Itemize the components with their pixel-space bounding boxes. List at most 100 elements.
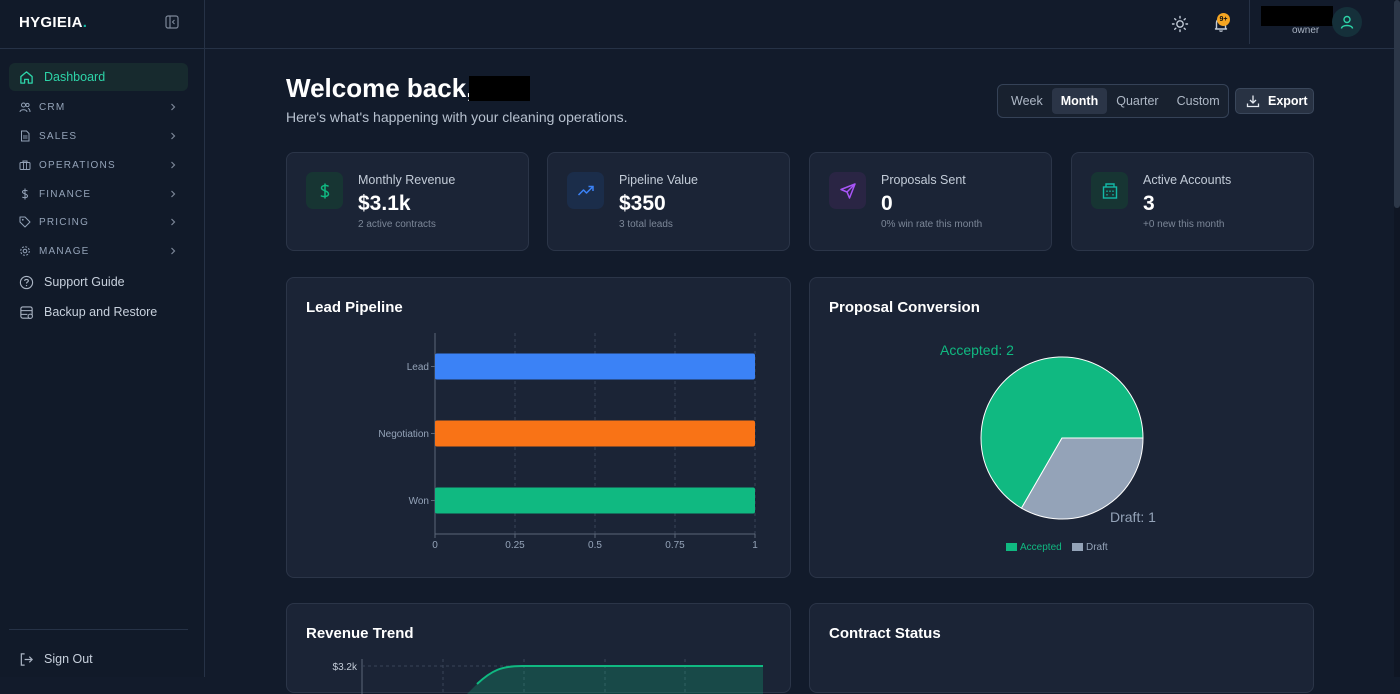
range-week-button[interactable]: Week xyxy=(1011,94,1043,108)
send-icon xyxy=(829,172,866,209)
stat-value: 3 xyxy=(1143,192,1155,215)
revenue-trend-card: Revenue Trend $3.2k xyxy=(286,603,791,694)
tag-icon xyxy=(19,216,31,228)
scrollbar-thumb[interactable] xyxy=(1394,0,1400,208)
page-scrollbar[interactable] xyxy=(1394,0,1400,677)
chevron-right-icon xyxy=(171,132,176,140)
card-title: Lead Pipeline xyxy=(306,299,403,316)
date-range-selector: Week Month Quarter Custom xyxy=(997,84,1229,118)
file-text-icon xyxy=(19,130,31,142)
card-title: Revenue Trend xyxy=(306,625,414,642)
sidebar-item-pricing[interactable]: PRICING xyxy=(9,208,188,236)
sidebar-item-sales[interactable]: SALES xyxy=(9,122,188,150)
help-circle-icon xyxy=(18,274,34,290)
sun-icon[interactable] xyxy=(1169,13,1191,35)
slice-label-accepted: Accepted: 2 xyxy=(940,342,1014,358)
sidebar-item-label: SALES xyxy=(39,130,78,142)
dollar-icon xyxy=(306,172,343,209)
sidebar-item-label: Dashboard xyxy=(44,70,106,84)
x-tick-label: 0.75 xyxy=(665,540,685,551)
stat-subtext: +0 new this month xyxy=(1143,219,1225,230)
download-icon xyxy=(1246,95,1260,108)
user-role: owner xyxy=(1292,25,1320,36)
user-icon xyxy=(1340,15,1354,29)
stat-card-pipeline-value[interactable]: Pipeline Value $350 3 total leads xyxy=(547,152,790,251)
lead-pipeline-card: Lead Pipeline 0 0.25 0.5 0.75 1 Lead Negotiati… xyxy=(286,277,791,578)
bar-negotiation xyxy=(435,420,755,447)
database-icon xyxy=(18,304,34,320)
x-tick-label: 1 xyxy=(752,540,758,551)
home-icon xyxy=(18,69,34,85)
bar-won xyxy=(435,487,755,514)
sidebar-item-crm[interactable]: CRM xyxy=(9,93,188,121)
brand-dot: . xyxy=(82,14,88,31)
divider xyxy=(9,629,188,630)
sign-out-button[interactable]: Sign Out xyxy=(9,645,188,673)
range-custom-button[interactable]: Custom xyxy=(1176,94,1220,108)
stat-label: Pipeline Value xyxy=(619,173,698,187)
stat-subtext: 0% win rate this month xyxy=(881,219,983,230)
stat-label: Active Accounts xyxy=(1143,173,1232,187)
stat-subtext: 2 active contracts xyxy=(358,219,436,230)
pie-slice-draft xyxy=(1020,437,1144,520)
export-button[interactable]: Export xyxy=(1235,88,1314,114)
stat-card-active-accounts[interactable]: Active Accounts 3 +0 new this month xyxy=(1071,152,1314,251)
legend-swatch xyxy=(1006,543,1017,551)
sidebar: HYGIEIA. Dashboard CRM SALES OPERATIONS … xyxy=(0,0,205,677)
sidebar-item-label: Support Guide xyxy=(44,275,125,289)
legend-swatch xyxy=(1072,543,1083,551)
x-tick-label: 0 xyxy=(432,540,438,551)
user-avatar[interactable] xyxy=(1332,7,1362,37)
slice-label-draft: Draft: 1 xyxy=(1110,509,1156,525)
stat-label: Proposals Sent xyxy=(881,173,966,187)
y-tick-label: Negotiation xyxy=(378,429,429,440)
sidebar-item-dashboard[interactable]: Dashboard xyxy=(9,63,188,91)
divider xyxy=(1249,0,1250,44)
stat-label: Monthly Revenue xyxy=(358,173,456,187)
stat-subtext: 3 total leads xyxy=(619,219,673,230)
x-tick-label: 0.25 xyxy=(505,540,525,551)
sidebar-item-label: PRICING xyxy=(39,216,90,228)
user-first-name-redacted xyxy=(469,76,530,101)
divider xyxy=(0,48,205,49)
stat-value: $3.1k xyxy=(358,192,411,215)
chevron-right-icon xyxy=(171,161,176,169)
export-label: Export xyxy=(1268,94,1308,108)
sidebar-item-operations[interactable]: OPERATIONS xyxy=(9,151,188,179)
sidebar-collapse-icon[interactable] xyxy=(165,15,181,31)
notification-badge: 9+ xyxy=(1217,13,1230,26)
pie-slice-accepted xyxy=(980,356,1144,509)
sidebar-item-label: CRM xyxy=(39,101,66,113)
log-out-icon xyxy=(18,651,34,667)
trending-up-icon xyxy=(567,172,604,209)
sidebar-item-label: OPERATIONS xyxy=(39,159,116,171)
brand-logo[interactable]: HYGIEIA. xyxy=(19,14,87,31)
stat-value: 0 xyxy=(881,192,893,215)
building-icon xyxy=(1091,172,1128,209)
brand-name: HYGIEIA xyxy=(19,14,83,31)
sidebar-item-backup-restore[interactable]: Backup and Restore xyxy=(9,298,188,326)
sidebar-item-label: Backup and Restore xyxy=(44,305,158,319)
chevron-right-icon xyxy=(171,247,176,255)
top-bar: 9+ owner xyxy=(205,0,1395,49)
range-month-button[interactable]: Month xyxy=(1051,88,1108,114)
gear-icon xyxy=(19,245,31,257)
area-fill xyxy=(467,666,763,694)
card-title: Contract Status xyxy=(829,625,941,642)
sidebar-item-support-guide[interactable]: Support Guide xyxy=(9,268,188,296)
sidebar-item-label: FINANCE xyxy=(39,188,92,200)
range-quarter-button[interactable]: Quarter xyxy=(1116,94,1159,108)
y-tick-label: $3.2k xyxy=(333,662,358,673)
dollar-icon xyxy=(19,188,31,200)
x-tick-label: 0.5 xyxy=(588,540,602,551)
sidebar-item-finance[interactable]: FINANCE xyxy=(9,180,188,208)
sidebar-item-manage[interactable]: MANAGE xyxy=(9,237,188,265)
contract-status-card: Contract Status xyxy=(809,603,1314,693)
chevron-right-icon xyxy=(171,103,176,111)
legend-label: Draft xyxy=(1086,542,1108,553)
stat-card-proposals-sent[interactable]: Proposals Sent 0 0% win rate this month xyxy=(809,152,1052,251)
bar-lead xyxy=(435,353,755,380)
user-name-redacted xyxy=(1261,6,1333,26)
stat-card-monthly-revenue[interactable]: Monthly Revenue $3.1k 2 active contracts xyxy=(286,152,529,251)
